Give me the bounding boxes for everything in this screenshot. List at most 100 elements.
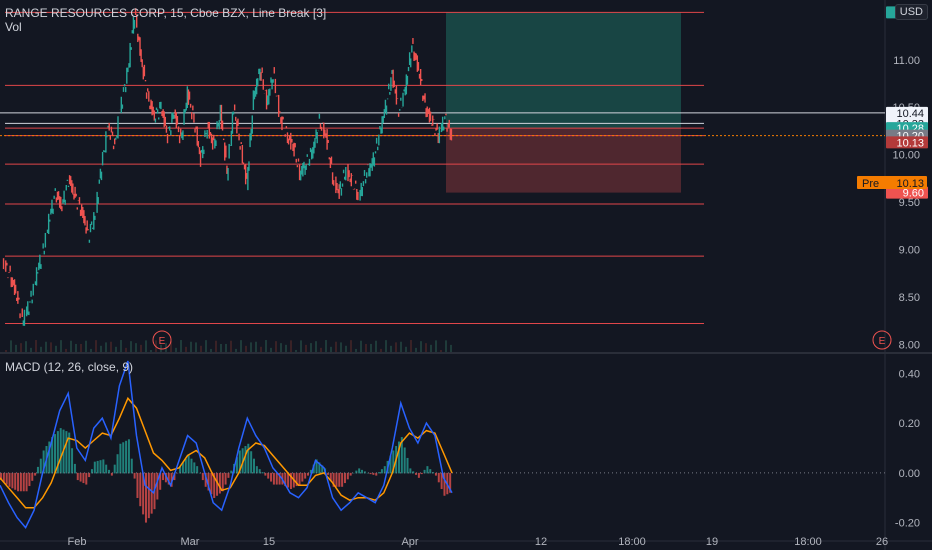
price-tick: 10.00 [892,150,920,162]
signal-line [0,396,453,509]
macd-histogram-bar [36,466,39,474]
macd-histogram-bar [179,466,182,474]
volume-bar [305,344,307,352]
macd-histogram-bar [147,472,150,519]
macd-histogram-bar [196,466,199,474]
time-tick: 26 [876,536,888,548]
macd-histogram-bar [198,472,201,474]
volume-bar [230,340,232,352]
macd-histogram-bar [443,472,446,496]
price-tick: 8.00 [899,339,920,351]
volume-bar [350,340,352,352]
macd-histogram-bar [73,463,76,474]
volume-bar [375,340,377,352]
price-tick: 9.50 [899,197,920,209]
volume-bar [150,349,152,352]
price-label: 9.60 [903,188,924,200]
macd-histogram-bar [380,469,383,474]
volume-bar [170,341,172,352]
pre-market-label: Pre [862,178,879,190]
macd-histogram-bar [278,472,281,485]
price-label: 10.44 [896,108,924,120]
volume-bar [325,340,327,352]
macd-histogram-bar [90,469,93,474]
macd-histogram-bar [238,450,241,474]
volume-bar [240,340,242,352]
macd-histogram-bar [54,434,57,474]
volume-bar [265,340,267,352]
macd-histogram-bar [383,466,386,474]
macd-histogram-bar [216,472,219,496]
macd-histogram-bar [31,472,34,481]
macd-tick: 0.00 [899,468,920,480]
volume-bar [20,343,22,352]
price-tick: 8.50 [899,292,920,304]
volume-bar [80,343,82,352]
volume-bar [250,342,252,352]
volume-bar [385,340,387,352]
macd-histogram-bar [150,472,153,514]
earnings-label: E [159,336,166,347]
volume-bar [380,348,382,352]
volume-bar [260,346,262,352]
macd-histogram-bar [19,472,22,492]
time-tick: 15 [263,536,275,548]
macd-histogram-bar [119,443,122,474]
volume-bar [190,341,192,352]
macd-histogram-bar [301,472,304,482]
macd-histogram-bar [159,472,162,490]
macd-histogram-bar [173,472,176,481]
macd-histogram-bar [369,472,372,475]
volume-bar [400,341,402,352]
volume-bar [65,348,67,352]
volume-bar [55,345,57,352]
volume-bar [370,343,372,352]
macd-histogram-bar [392,450,395,474]
price-label-bg [886,186,928,199]
macd-histogram-bar [403,447,406,474]
volume-bar [25,341,27,352]
time-tick: Mar [181,536,200,548]
volume-bar [295,349,297,352]
time-tick: 19 [706,536,718,548]
macd-histogram-bar [99,460,102,474]
macd-histogram-bar [341,472,344,487]
macd-histogram-bar [244,446,247,474]
macd-histogram-bar [227,472,230,478]
volume-bar [225,343,227,352]
macd-histogram-bar [181,462,184,474]
macd-histogram-bar [125,440,128,474]
earnings-label: E [879,336,886,347]
macd-histogram-bar [378,472,381,474]
volume-bar [45,341,47,352]
volume-bar [50,342,52,352]
volume-bar [315,341,317,352]
macd-histogram-bar [164,472,167,483]
volume-bar [450,344,452,352]
time-tick: Apr [401,536,418,548]
macd-histogram-bar [133,472,136,479]
macd-histogram-bar [39,458,42,474]
volume-bar [100,345,102,352]
macd-tick: -0.20 [895,518,920,530]
volume-bar [270,347,272,352]
macd-histogram-bar [110,472,113,476]
macd-histogram-bar [366,472,369,474]
volume-bar [105,342,107,352]
macd-histogram-bar [247,443,250,474]
volume-bar [145,340,147,352]
volume-bar [115,346,117,352]
macd-histogram-bar [22,472,25,492]
macd-histogram-bar [187,454,190,474]
macd-histogram-bar [170,472,173,487]
macd-histogram-bar [400,437,403,474]
macd-histogram-bar [261,472,264,474]
macd-histogram-bar [440,472,443,490]
macd-histogram-bar [136,472,139,498]
volume-bar [180,340,182,352]
macd-histogram-bar [267,472,270,479]
currency-button[interactable]: USD [894,4,928,20]
macd-histogram-bar [210,472,213,495]
macd-histogram-bar [346,472,349,480]
